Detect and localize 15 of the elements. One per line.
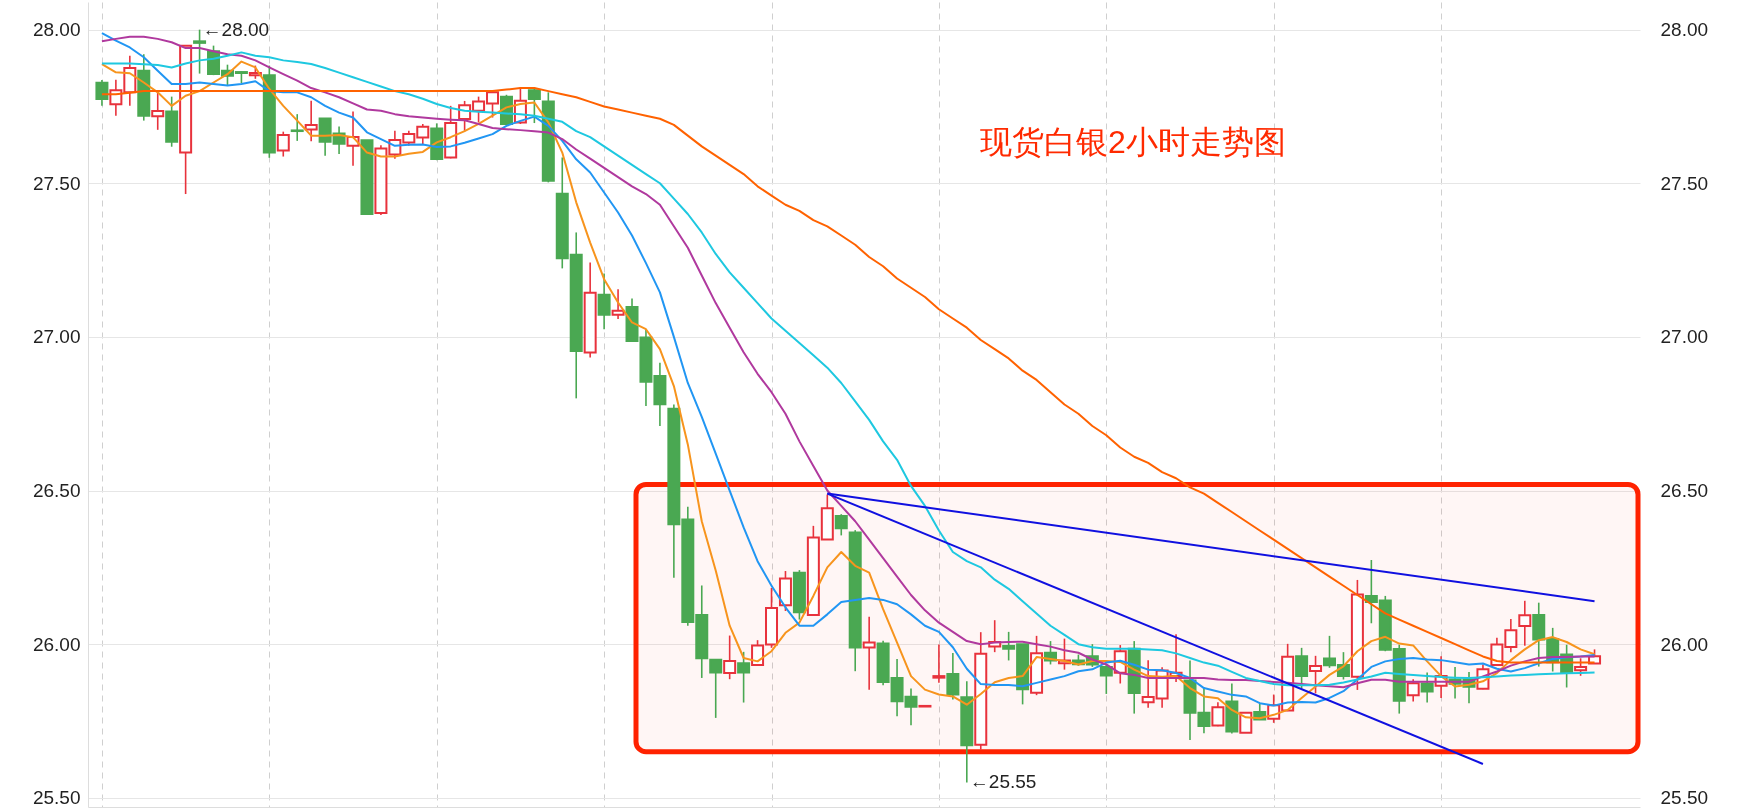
- y-tick-label: 26.00: [32, 633, 81, 655]
- y2-tick-label: 27.00: [1660, 326, 1709, 348]
- y-tick-label: 26.50: [32, 480, 81, 502]
- annotation: ←28.00: [202, 18, 270, 40]
- y2-tick-label: 27.50: [1660, 172, 1709, 194]
- y2-tick-label: 25.50: [1660, 787, 1709, 809]
- y-tick-label: 28.00: [32, 19, 81, 41]
- text: 现货白银2小时走势图: [980, 124, 1286, 160]
- y-tick-label: 27.50: [32, 172, 81, 194]
- y-tick-label: 25.50: [32, 787, 81, 809]
- y-tick-label: 27.00: [32, 326, 81, 348]
- y2-tick-label: 28.00: [1660, 19, 1709, 41]
- y2-tick-label: 26.50: [1660, 480, 1709, 502]
- annotation: ←25.55: [969, 771, 1037, 793]
- y2-tick-label: 26.00: [1660, 633, 1709, 655]
